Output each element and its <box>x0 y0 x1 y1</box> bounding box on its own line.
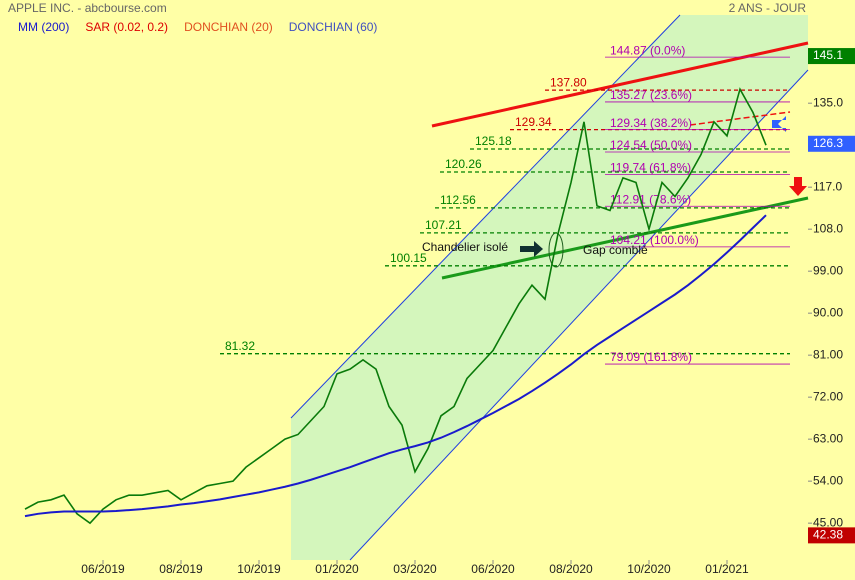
y-tick-label: 90.00 <box>813 305 843 319</box>
y-tick-label: 54.00 <box>813 473 843 487</box>
level-label: 81.32 <box>225 339 255 353</box>
level-label: 107.21 <box>425 218 462 232</box>
x-tick-label: 06/2020 <box>471 562 515 576</box>
fib-label: 79.09 (161.8%) <box>610 350 692 364</box>
y-tick-label: 99.00 <box>813 263 843 277</box>
level-label: 112.56 <box>440 193 476 207</box>
fib-label: 104.21 (100.0%) <box>610 233 699 247</box>
x-tick-label: 01/2021 <box>705 562 749 576</box>
arrow <box>772 116 786 132</box>
y-tick-label: 135.0 <box>813 95 843 109</box>
y-tick-label: 45.00 <box>813 515 843 529</box>
y-tick-label: 108.0 <box>813 221 843 235</box>
legend-entry: SAR (0.02, 0.2) <box>85 20 168 34</box>
level-label: 100.15 <box>390 251 427 265</box>
price-marker-label: 42.38 <box>813 528 843 542</box>
x-tick-label: 01/2020 <box>315 562 359 576</box>
legend-entry: DONCHIAN (20) <box>184 20 273 34</box>
legend-entry: MM (200) <box>18 20 69 34</box>
y-tick-label: 72.00 <box>813 389 843 403</box>
y-tick-label: 63.00 <box>813 431 843 445</box>
sar-line <box>689 111 791 126</box>
plot: MM (200) SAR (0.02, 0.2) DONCHIAN (20) DONC… <box>18 20 855 576</box>
price-marker <box>808 135 855 152</box>
level-label: 125.18 <box>475 134 512 148</box>
fib-label: 124.54 (50.0%) <box>610 138 692 152</box>
level-label: 120.26 <box>445 157 482 171</box>
chart-title: APPLE INC. - abcbourse.com <box>8 1 167 15</box>
legend-entry: DONCHIAN (60) <box>289 20 378 34</box>
price-marker-label: 126.3 <box>813 136 843 150</box>
level-label: 137.80 <box>550 75 587 89</box>
x-tick-label: 08/2019 <box>159 562 203 576</box>
x-tick-label: 08/2020 <box>549 562 593 576</box>
price-marker <box>808 48 855 65</box>
level-label: 129.34 <box>515 115 552 129</box>
ma-line <box>24 214 767 518</box>
x-tick-label: 06/2019 <box>81 562 125 576</box>
annotation: Gap comblé <box>583 243 648 257</box>
x-tick-label: 03/2020 <box>393 562 437 576</box>
fib-label: 129.34 (38.2%) <box>610 116 692 130</box>
support-line <box>441 196 809 280</box>
fib-label: 119.74 (61.8%) <box>610 161 691 175</box>
fib-label: 112.91 (78.6%) <box>610 192 691 206</box>
price-line <box>24 87 767 525</box>
chart-subtitle: 2 ANS - JOUR <box>729 1 807 15</box>
price-marker <box>808 527 855 544</box>
channel-line <box>290 14 681 419</box>
y-tick-label: 81.00 <box>813 347 843 361</box>
arrow <box>789 177 807 196</box>
x-tick-label: 10/2019 <box>237 562 281 576</box>
annotation: Chandelier isolé <box>422 240 508 254</box>
fib-label: 144.87 (0.0%) <box>610 43 685 57</box>
arrow <box>520 241 543 257</box>
fib-label: 135.27 (23.6%) <box>610 88 692 102</box>
channel-area <box>291 15 808 560</box>
y-tick-label: 117.0 <box>813 179 842 193</box>
price-marker-label: 145.1 <box>813 48 843 62</box>
x-tick-label: 10/2020 <box>627 562 671 576</box>
